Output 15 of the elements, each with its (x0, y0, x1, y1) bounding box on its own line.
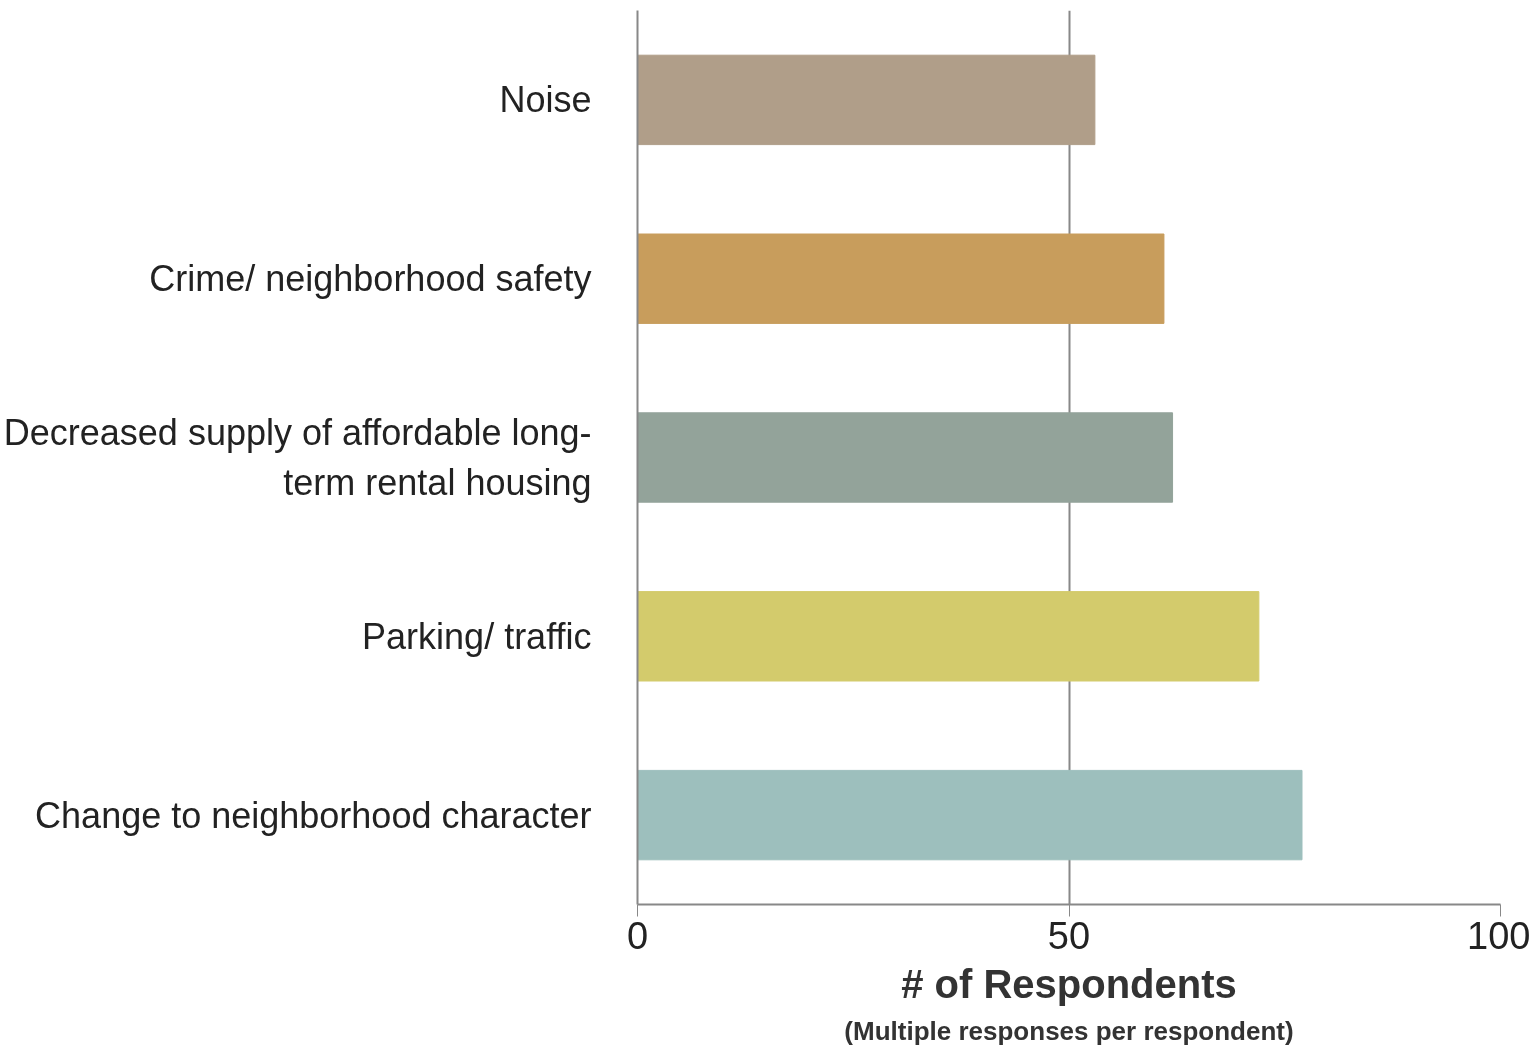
y-tick-label: Noise (499, 79, 592, 121)
bar (637, 769, 1303, 861)
bar (637, 591, 1260, 682)
bar (637, 54, 1096, 146)
x-tick-label: 100 (1467, 914, 1531, 957)
y-tick-label: Change to neighborhood character (35, 794, 592, 836)
y-tick-label: Decreased supply of affordable long-term rental housing (3, 412, 592, 503)
y-tick-label: Parking/ traffic (362, 615, 592, 657)
text: (Multiple responses per respondent) (844, 1015, 1294, 1046)
x-tick-label: 0 (626, 914, 649, 957)
x-axis-title: # of Respondents (901, 961, 1237, 1006)
bar (637, 412, 1174, 503)
bar (637, 233, 1165, 324)
y-tick-label: Crime/ neighborhood safety (149, 258, 592, 300)
x-tick-label: 50 (1047, 914, 1091, 957)
